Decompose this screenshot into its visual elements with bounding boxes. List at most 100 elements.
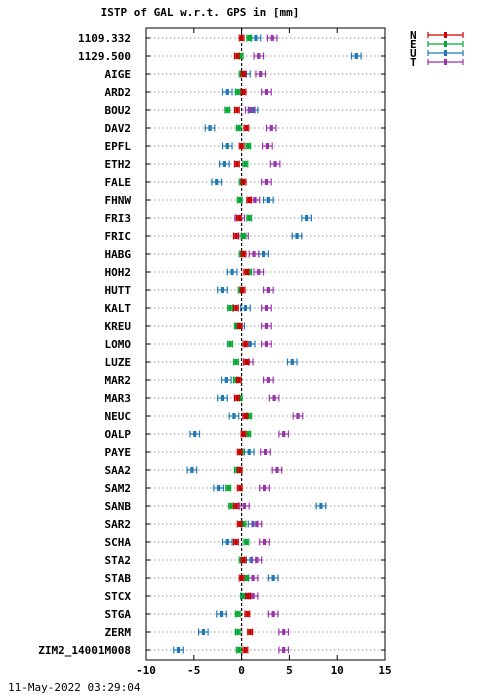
category-label: FALE — [105, 176, 132, 189]
data-point — [233, 160, 240, 168]
category-label: HABG — [105, 248, 132, 261]
point-marker — [238, 485, 242, 491]
data-point — [239, 502, 250, 510]
point-marker — [226, 485, 230, 491]
point-marker — [241, 89, 246, 95]
data-point — [235, 124, 242, 132]
point-marker — [176, 647, 181, 653]
data-point — [235, 214, 242, 222]
point-marker — [241, 431, 246, 437]
data-point — [315, 502, 327, 510]
data-point — [238, 34, 245, 42]
data-point — [240, 250, 247, 258]
data-point — [246, 214, 253, 222]
point-marker — [241, 593, 246, 599]
point-marker — [251, 593, 255, 599]
data-point — [236, 322, 243, 330]
category-label: AIGE — [105, 68, 132, 81]
data-point — [235, 376, 242, 384]
legend-label: T — [410, 56, 417, 69]
category-label: 1109.332 — [78, 32, 131, 45]
point-marker — [232, 413, 236, 419]
category-label: OALP — [105, 428, 132, 441]
point-marker — [241, 521, 246, 527]
point-marker — [234, 539, 238, 545]
category-label: SAA2 — [105, 464, 132, 477]
point-marker — [241, 71, 246, 77]
data-point — [266, 34, 278, 42]
data-point — [213, 484, 225, 492]
point-marker — [234, 305, 238, 311]
point-marker — [295, 233, 299, 239]
category-label: STCX — [105, 590, 132, 603]
point-marker — [215, 179, 219, 185]
point-marker — [265, 143, 270, 149]
data-point — [251, 556, 263, 564]
point-marker — [264, 341, 269, 347]
data-point — [232, 502, 239, 510]
data-point — [240, 556, 247, 564]
point-marker — [234, 233, 238, 239]
legend-marker — [444, 59, 447, 65]
data-point — [236, 520, 243, 528]
category-label: KALT — [105, 302, 132, 315]
data-point — [221, 538, 233, 546]
point-marker — [249, 557, 253, 563]
point-marker — [235, 161, 239, 167]
point-marker — [222, 161, 226, 167]
data-point — [232, 358, 239, 366]
point-marker — [247, 215, 251, 221]
point-marker — [271, 575, 275, 581]
data-point — [226, 268, 238, 276]
point-marker — [239, 53, 243, 59]
data-point — [221, 88, 233, 96]
point-marker — [282, 647, 286, 653]
point-marker — [247, 197, 251, 203]
data-point — [278, 646, 290, 654]
point-marker — [220, 287, 225, 293]
data-point — [242, 646, 249, 654]
data-point — [278, 430, 290, 438]
point-marker — [225, 539, 229, 545]
point-marker — [251, 575, 255, 581]
category-label: SANB — [105, 500, 132, 513]
data-point — [301, 214, 312, 222]
point-marker — [266, 287, 270, 293]
data-point — [234, 88, 241, 96]
data-point — [243, 268, 250, 276]
point-marker — [228, 341, 232, 347]
category-label: FRI3 — [105, 212, 132, 225]
point-marker — [235, 53, 239, 59]
data-point — [236, 484, 243, 492]
data-point — [197, 628, 209, 636]
data-point — [286, 358, 298, 366]
point-marker — [264, 89, 269, 95]
point-marker — [241, 557, 246, 563]
x-tick-label: 10 — [331, 664, 344, 677]
category-label: BOU2 — [105, 104, 132, 117]
data-point — [261, 340, 272, 348]
data-point — [259, 484, 270, 492]
point-marker — [264, 305, 269, 311]
data-point — [217, 394, 228, 402]
point-marker — [354, 53, 358, 59]
data-point — [243, 538, 250, 546]
point-marker — [243, 305, 248, 311]
point-marker — [219, 611, 224, 617]
point-marker — [235, 107, 239, 113]
point-marker — [261, 251, 266, 257]
point-marker — [220, 395, 225, 401]
data-point — [240, 70, 247, 78]
series-T — [234, 34, 304, 654]
category-label: 1129.500 — [78, 50, 131, 63]
data-point — [259, 538, 270, 546]
data-point — [227, 304, 234, 312]
data-point — [245, 592, 252, 600]
point-marker — [243, 161, 248, 167]
data-point — [278, 628, 290, 636]
point-marker — [228, 305, 232, 311]
data-point — [240, 178, 247, 186]
point-marker — [255, 557, 259, 563]
data-point — [242, 340, 249, 348]
point-marker — [243, 341, 248, 347]
